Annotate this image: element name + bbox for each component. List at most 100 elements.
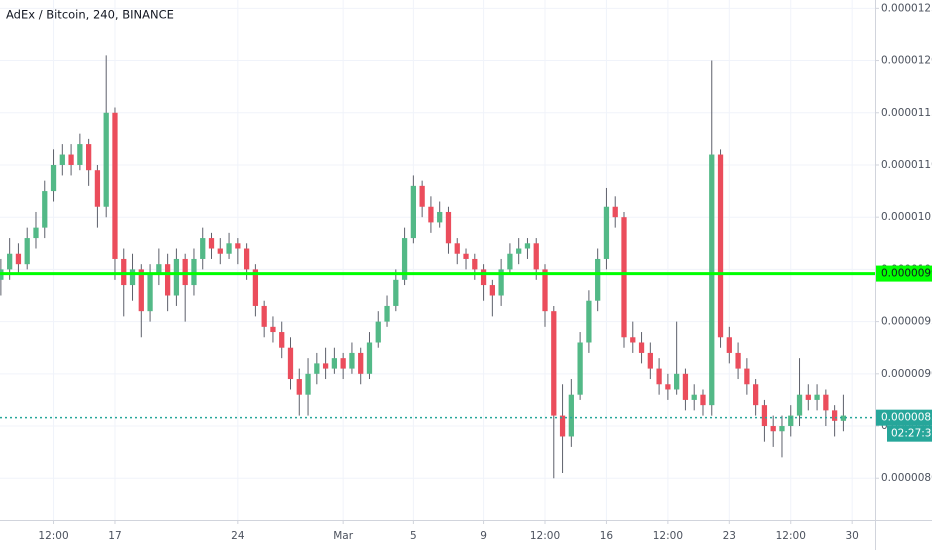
candle-body	[182, 258, 188, 286]
candle-body	[121, 258, 127, 286]
candle-body	[331, 358, 338, 369]
candle-body	[217, 248, 223, 254]
axes: 0.000008000.000008500.000009000.00000950…	[38, 2, 932, 542]
candle-body	[287, 347, 294, 380]
candle-body	[375, 321, 381, 343]
candle-body	[480, 269, 487, 286]
candle-body	[788, 415, 794, 427]
candle-body	[401, 238, 408, 280]
candle-body	[50, 164, 57, 192]
candle-body	[103, 112, 109, 207]
chart-title: AdEx / Bitcoin, 240, BINANCE	[6, 8, 174, 22]
candle-body	[533, 243, 539, 270]
candle-body	[805, 394, 811, 400]
candle-body	[384, 305, 390, 322]
candle-body	[717, 154, 724, 338]
x-tick-label: 23	[723, 530, 736, 542]
candle-body	[761, 405, 768, 427]
candle-body	[243, 248, 250, 270]
candle-body	[77, 144, 83, 165]
candle-body	[138, 269, 144, 312]
candle-body	[129, 269, 136, 286]
candle-body	[147, 274, 153, 312]
candle-body	[568, 394, 574, 437]
candle-body	[524, 243, 531, 249]
candle-body	[42, 191, 48, 228]
candle-body	[112, 112, 118, 259]
candle-body	[428, 206, 434, 223]
candle-body	[709, 154, 715, 406]
candle-body	[94, 170, 101, 207]
candle-body	[489, 285, 495, 296]
x-tick-label: 12:00	[38, 530, 68, 542]
x-tick-label: 5	[410, 530, 417, 542]
price-label-box	[876, 409, 932, 426]
candle-body	[419, 185, 425, 207]
countdown: 02:27:32	[891, 428, 932, 440]
candle-body	[796, 394, 803, 416]
x-tick-label: Mar	[333, 530, 353, 542]
candle-body	[410, 185, 416, 239]
candle-body	[68, 154, 74, 165]
candle-body	[814, 394, 820, 400]
y-tick-label: 0.00001250	[881, 2, 932, 14]
candle-body	[682, 373, 689, 400]
candle-body	[366, 342, 373, 374]
countdown-box	[887, 425, 932, 442]
grid	[0, 0, 875, 520]
candle-body	[700, 394, 706, 406]
candle-body	[516, 248, 522, 254]
candle-body	[437, 211, 443, 223]
candle-body	[279, 332, 285, 348]
candle-body	[156, 264, 162, 275]
candle-body	[358, 352, 364, 374]
candle-body	[200, 238, 206, 259]
candle-body	[691, 394, 697, 400]
x-tick-label: 12:00	[776, 530, 806, 542]
price-label: 0.00000996	[881, 268, 932, 280]
candle-body	[252, 269, 259, 306]
price-label-box	[876, 265, 932, 282]
candle-body	[7, 253, 13, 270]
candle-body	[498, 269, 504, 296]
candle-body	[314, 363, 320, 374]
candle-body	[340, 358, 346, 369]
y-tick-label: 0.00000800	[881, 472, 932, 484]
x-tick-label: 9	[480, 530, 487, 542]
candle-body	[551, 311, 557, 416]
candle-body	[235, 243, 241, 249]
x-tick-label: 12:00	[530, 530, 560, 542]
plot-area	[0, 55, 875, 479]
candle-body	[586, 300, 592, 343]
x-tick-label: 30	[845, 530, 858, 542]
candle-body	[630, 337, 636, 343]
y-tick-label: 0.00001100	[881, 159, 932, 171]
candle-body	[191, 258, 197, 286]
candle-body	[164, 264, 171, 296]
candle-body	[674, 373, 680, 390]
candle-body	[322, 363, 329, 369]
x-tick-label: 12:00	[653, 530, 683, 542]
candle-body	[349, 352, 355, 369]
candle-body	[647, 352, 653, 369]
y-tick-label: 0.00001200	[881, 55, 932, 67]
candle-body	[86, 144, 92, 171]
candle-body	[472, 258, 478, 270]
candle-body	[603, 206, 610, 259]
candle-body	[226, 243, 232, 254]
x-tick-label: 16	[600, 530, 614, 542]
candle-body	[612, 206, 618, 218]
candle-body	[656, 368, 662, 385]
candle-body	[831, 410, 838, 421]
candle-body	[208, 238, 215, 249]
price-label: 0.00000858	[881, 412, 932, 424]
y-tick-label: 0.00000900	[881, 368, 932, 380]
candle-body	[779, 426, 785, 432]
candle-body	[15, 253, 22, 265]
y-tick-label: 0.00001150	[881, 107, 932, 119]
candle-body	[638, 342, 645, 353]
candle-body	[559, 415, 566, 437]
candle-body	[744, 368, 750, 385]
candle-body	[445, 211, 452, 244]
